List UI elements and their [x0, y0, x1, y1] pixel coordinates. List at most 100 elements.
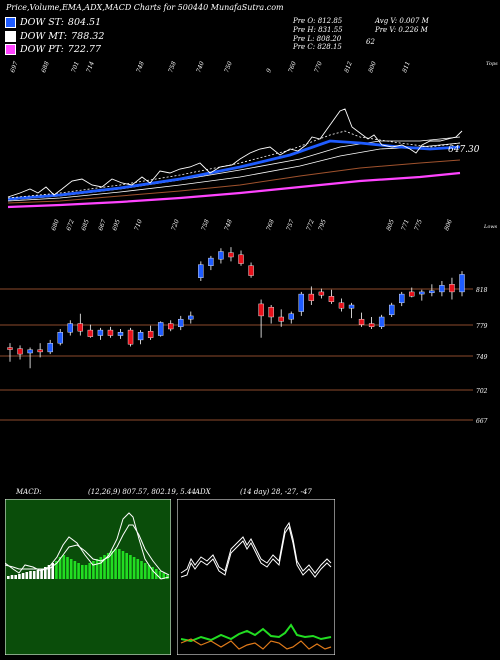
price-line — [7, 108, 463, 198]
candle — [409, 287, 415, 298]
macd-chart — [5, 499, 171, 655]
macd-histogram-bar — [132, 557, 136, 579]
candle — [248, 262, 254, 278]
low-price-label: 757 — [285, 218, 296, 231]
candle — [47, 339, 53, 355]
macd-values: (12,26,9) 807.57, 802.19, 5.44 — [88, 488, 196, 496]
candle-body — [258, 303, 264, 317]
candle-body — [348, 304, 355, 309]
candle — [378, 314, 385, 329]
candle — [57, 329, 63, 346]
low-price-label: 667 — [97, 218, 108, 231]
macd-histogram-bar — [14, 575, 17, 579]
macd-panel — [5, 499, 171, 655]
low-price-label: 806 — [443, 218, 454, 231]
low-price-label: 720 — [170, 218, 181, 231]
candle — [77, 313, 84, 336]
candle-body — [288, 313, 294, 320]
candlestick-chart: Lows 680 672 685 667 695 710 720 758 748 768 757 77… — [0, 218, 498, 425]
candle-body — [7, 347, 13, 350]
macd-histogram-bar — [55, 561, 58, 579]
ema-pt-legend: DOW PT: 722.77 — [5, 44, 101, 55]
top-price-label: 688 — [40, 60, 51, 73]
candle — [268, 305, 274, 324]
macd-histogram-bar — [44, 567, 47, 579]
macd-histogram-bar — [73, 561, 77, 579]
ema-pt-swatch — [5, 44, 16, 55]
macd-histogram-bar — [51, 563, 54, 579]
adx-di-plus-line — [180, 521, 332, 574]
candle — [127, 327, 134, 347]
candle-body — [107, 329, 114, 336]
candle — [318, 288, 325, 299]
candle-body — [188, 315, 194, 320]
candle — [449, 277, 455, 300]
macd-histogram-bar — [99, 557, 103, 579]
candle — [298, 291, 304, 316]
candle-body — [429, 290, 435, 294]
candle-body — [298, 293, 304, 312]
site-name: MunafaSutra.com — [210, 3, 284, 12]
top-price-label: 811 — [401, 61, 411, 74]
candle — [368, 317, 375, 329]
top-price-label: 9 — [265, 68, 273, 74]
stat-extra: 62 — [366, 38, 375, 46]
candle-body — [157, 322, 164, 336]
macd-histogram-bar — [103, 555, 106, 579]
candle — [157, 321, 164, 337]
ema-st-line — [7, 139, 461, 201]
macd-histogram-bar — [118, 549, 121, 579]
candle-body — [449, 284, 455, 293]
adx-orange-line — [180, 638, 332, 650]
candle — [188, 311, 194, 324]
candle-body — [218, 251, 224, 260]
candle-body — [57, 332, 63, 344]
candle-body — [238, 254, 244, 264]
candle-body — [168, 323, 174, 330]
adx-di-minus-line — [180, 525, 332, 578]
macd-histogram-bar — [36, 570, 40, 579]
macd-signal-line — [5, 524, 170, 576]
candle — [178, 315, 184, 331]
candle-body — [409, 291, 415, 297]
ema-mt-label: DOW MT: — [20, 31, 68, 42]
candle — [218, 248, 224, 264]
candle — [198, 261, 204, 281]
top-price-label: 770 — [313, 60, 324, 73]
candle-body — [137, 332, 144, 341]
candle-body — [358, 318, 365, 325]
ema-mt-legend: DOW MT: 788.32 — [5, 31, 104, 42]
macd-histogram-bar — [25, 572, 29, 579]
candle-body — [87, 329, 94, 337]
candle — [17, 345, 23, 360]
candle — [308, 286, 315, 305]
macd-histogram-bar — [7, 576, 10, 579]
candle-body — [178, 318, 184, 328]
macd-histogram-bar — [18, 574, 21, 579]
candle — [168, 320, 174, 332]
macd-histogram-bar — [147, 565, 151, 579]
candle-body — [318, 291, 325, 296]
candle — [288, 311, 294, 324]
candle-body — [147, 330, 154, 338]
y-axis-label: 779 — [476, 323, 488, 330]
macd-histogram-bar — [29, 571, 32, 579]
candle — [27, 347, 33, 369]
ema-pt-label: DOW PT: — [20, 44, 64, 55]
low-price-label: 672 — [65, 218, 76, 231]
candle — [97, 327, 104, 340]
candle-body — [67, 323, 73, 333]
macd-header: MACD: — [16, 488, 42, 496]
ema-mt-swatch — [5, 31, 16, 42]
low-price-label: 685 — [80, 218, 91, 231]
adx-line — [180, 623, 332, 643]
candle-body — [17, 348, 23, 355]
candle-body — [459, 274, 465, 293]
candle — [137, 330, 144, 345]
candle-body — [127, 329, 134, 345]
top-price-label: 800 — [367, 60, 378, 73]
top-price-label: 714 — [85, 60, 96, 73]
macd-histogram-bar — [66, 557, 69, 579]
low-price-label: 771 — [400, 219, 410, 232]
